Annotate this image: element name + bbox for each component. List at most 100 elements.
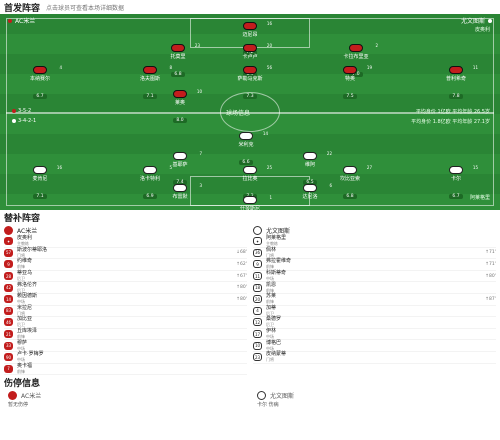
- sub-position: 后卫: [17, 322, 25, 328]
- away-sub-row[interactable]: 18 凯恩 前锋: [253, 282, 496, 294]
- home-player-marker[interactable]: 16 迈尼昂 7.2: [223, 21, 277, 57]
- home-player-marker[interactable]: 10 莱奥 8.0: [153, 89, 207, 125]
- sub-event: ↑67': [236, 273, 247, 279]
- home-player-marker[interactable]: 20 卡卢卢 6.9: [223, 43, 277, 79]
- away-sub-row[interactable]: 11 科斯蒂奇 中场 ↑80': [253, 271, 496, 283]
- away-sub-row[interactable]: 20 苏莱 前锋 ↑87': [253, 294, 496, 306]
- shirt-number: 19: [366, 65, 372, 70]
- player-rating: 6.9: [243, 72, 257, 77]
- sub-position: 后卫: [17, 287, 25, 293]
- home-player-marker[interactable]: 8 洛夫图斯 7.1: [123, 65, 177, 101]
- away-sub-row[interactable]: 9 弗拉霍维奇 前锋 ↑71': [253, 259, 496, 271]
- home-player-marker[interactable]: 19 特奥 7.5: [323, 65, 377, 101]
- home-sub-row[interactable]: 9 约维奇 前锋 ↑62': [4, 259, 247, 271]
- player-rating: 7.2: [243, 50, 257, 55]
- away-sub-row[interactable]: 17 伊林 中场: [253, 329, 496, 341]
- away-sub-row[interactable]: 4 加蒂 后卫: [253, 305, 496, 318]
- sub-name: 穆萨: [17, 339, 28, 346]
- shirt-icon: [349, 44, 363, 52]
- shirt-number: 17: [253, 330, 262, 339]
- home-coach-row[interactable]: ✦ 皮奥利 主教练: [4, 236, 247, 248]
- shirt-number: 90: [4, 353, 13, 362]
- home-dot-icon: [12, 109, 16, 113]
- home-injury-note: 暂无伤停: [8, 402, 29, 409]
- away-player-marker[interactable]: 14 米利克 6.6: [219, 131, 273, 167]
- home-sub-row[interactable]: 7 奥卡福 前锋: [4, 363, 247, 376]
- sub-name: 伊林: [266, 328, 277, 335]
- sub-event: ↑71': [485, 250, 496, 256]
- shirt-number: 18: [253, 283, 262, 292]
- home-sub-row[interactable]: 83 米拉尼 门将: [4, 305, 247, 318]
- away-player-marker[interactable]: 5 洛卡特利 6.9: [123, 165, 177, 201]
- sub-event: ↑80': [236, 285, 247, 291]
- shirt-number: 28: [4, 272, 13, 281]
- away-team-bar: 尤文图斯: [461, 16, 492, 25]
- away-player-marker[interactable]: 15 卡尔 6.7: [429, 165, 483, 201]
- away-sub-row[interactable]: 23 皮纳蒙蒂 门将: [253, 352, 496, 364]
- sub-position: 门将: [17, 310, 25, 316]
- away-coach-row[interactable]: ✦ 阿莱格里 主教练: [253, 236, 496, 248]
- sub-position: 后卫: [266, 310, 274, 316]
- away-team-name: 尤文图斯: [460, 18, 485, 25]
- away-player-marker[interactable]: 6达尼洛6.9: [283, 183, 337, 210]
- home-formation-label: 3-5-2: [18, 108, 32, 114]
- shirt-icon: [173, 152, 187, 160]
- away-player-marker[interactable]: 27 坎比亚索 6.8: [323, 165, 377, 201]
- player-name: 基耶萨: [172, 162, 188, 168]
- shirt-icon: [173, 184, 187, 192]
- sub-position: 前锋: [17, 368, 25, 374]
- home-player-marker[interactable]: 56 萨勒马克斯 7.3: [223, 65, 277, 101]
- shirt-number: 46: [4, 318, 13, 327]
- home-player-marker[interactable]: 4 本纳赛尔 6.7: [13, 65, 67, 101]
- home-sub-row[interactable]: 14 赖因德斯 中场 ↑80': [4, 294, 247, 306]
- away-player-marker[interactable]: 3布雷默7.0: [153, 183, 207, 210]
- away-logo-icon: [257, 390, 266, 400]
- away-player-marker[interactable]: 1什琴斯尼7.3: [223, 195, 277, 210]
- away-sub-row[interactable]: 12 桑德罗 后卫: [253, 317, 496, 329]
- away-player-marker[interactable]: 7 基耶萨 7.4: [153, 151, 207, 187]
- sub-position: 中场: [17, 357, 25, 363]
- away-player-marker[interactable]: 22 维阿 6.5: [283, 151, 337, 187]
- home-sub-row[interactable]: 28 蒂亚乌 后卫 ↑67': [4, 271, 247, 283]
- away-player-marker[interactable]: 16 麦肯尼 7.1: [13, 165, 67, 201]
- home-sub-row[interactable]: 33 穆萨 中场: [4, 340, 247, 352]
- sub-position: 中场: [266, 334, 274, 340]
- away-sub-row[interactable]: 36 佩林 门将 ↑71': [253, 247, 496, 260]
- player-rating: 8.0: [173, 118, 187, 123]
- subs-title: 替补阵容: [4, 213, 41, 224]
- sub-position: 门将: [266, 252, 274, 258]
- sub-position: 中场: [266, 276, 274, 282]
- shirt-icon: [173, 90, 187, 98]
- home-sub-row[interactable]: 57 斯波尔蒂耶洛 门将 ↓68': [4, 246, 247, 260]
- home-sub-row[interactable]: 21 丘库埃泽 前锋: [4, 329, 247, 341]
- sub-name: 斯波尔蒂耶洛: [17, 246, 48, 253]
- injury-section: AC米兰 暂无伤停 尤文图斯 卡尔 伤病: [0, 389, 500, 408]
- home-sub-row[interactable]: 42 弗洛伦齐 后卫 ↑80': [4, 282, 247, 294]
- shirt-number: 8: [169, 65, 172, 70]
- player-rating: 7.1: [143, 94, 157, 99]
- home-coach-name: 皮奥利: [17, 235, 33, 242]
- player-rating: 7.0: [349, 72, 363, 77]
- away-formation-label: 3-4-2-1: [18, 118, 37, 124]
- home-player-marker[interactable]: 2 卡拉布里亚 7.0: [329, 43, 383, 79]
- sub-position: 后卫: [17, 276, 25, 282]
- home-stats: 平均身价 1亿欧 平均年龄 26.5岁: [416, 108, 490, 115]
- shirt-number: 42: [4, 283, 13, 292]
- player-rating: 7.1: [33, 194, 47, 199]
- away-subs-team: 尤文图斯: [253, 225, 496, 235]
- shirt-icon: [449, 166, 463, 174]
- home-player-marker[interactable]: 11 普利希奇 7.8: [429, 65, 483, 101]
- away-logo-icon: [488, 18, 492, 23]
- home-formation: 3-5-2: [12, 108, 31, 114]
- shirt-icon: [303, 184, 317, 192]
- shirt-icon: [243, 166, 257, 174]
- player-name: 莱奥: [174, 100, 185, 106]
- shirt-number: 3: [199, 183, 202, 188]
- home-sub-row[interactable]: 46 加比亚 后卫: [4, 317, 247, 329]
- home-logo-icon: [8, 18, 12, 23]
- home-player-marker[interactable]: 23 托莫里 6.8: [151, 43, 205, 79]
- home-sub-row[interactable]: 90 卢卡·罗梅罗 中场: [4, 352, 247, 364]
- shirt-number: 22: [326, 151, 332, 156]
- sub-name: 桑德罗: [266, 316, 282, 323]
- away-sub-row[interactable]: 10 博格巴 中场: [253, 340, 496, 352]
